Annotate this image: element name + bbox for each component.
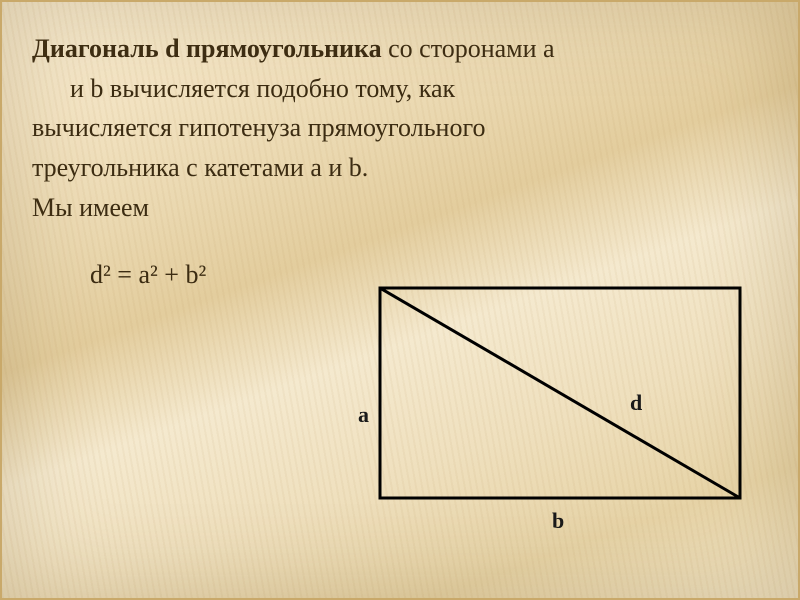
title-line: Диагональ d прямоугольника со сторонами … xyxy=(32,30,768,68)
rectangle-diagonal-figure: a b d xyxy=(334,280,754,540)
title-bold: Диагональ d прямоугольника xyxy=(32,34,382,63)
line-4: треугольника с катетами а и b. xyxy=(32,149,768,187)
line-5: Мы имеем xyxy=(32,189,768,227)
line-2: и b вычисляется подобно тому, как xyxy=(32,70,768,108)
slide-text: Диагональ d прямоугольника со сторонами … xyxy=(32,30,768,294)
diagram: a b d xyxy=(334,280,754,540)
svg-text:d: d xyxy=(630,390,642,415)
slide: Диагональ d прямоугольника со сторонами … xyxy=(0,0,800,600)
svg-text:b: b xyxy=(552,508,564,533)
line-3: вычисляется гипотенуза прямоугольного xyxy=(32,109,768,147)
title-rest: со сторонами а xyxy=(382,34,555,63)
svg-text:a: a xyxy=(358,402,369,427)
